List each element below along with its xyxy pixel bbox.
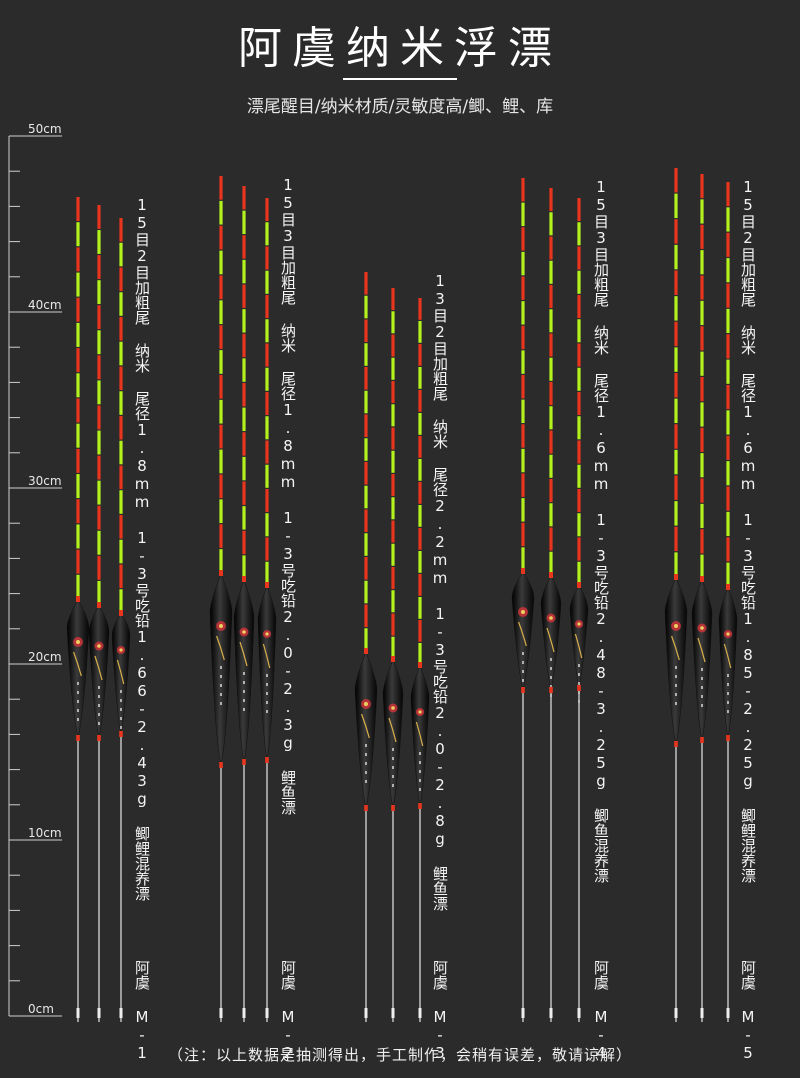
ruler-label: 0cm [28, 1002, 54, 1016]
model-label-m4: 阿虞 M-4 [592, 960, 610, 1062]
page-subtitle: 漂尾醒目/纳米材质/灵敏度高/鲫、鲤、库 [246, 97, 554, 117]
float-m3-1 [354, 272, 378, 1022]
float-m1-1 [66, 197, 90, 1022]
ruler-label: 20cm [28, 650, 62, 664]
model-label-m1: 阿虞 M-1 [133, 960, 151, 1062]
float-m3-3 [410, 298, 430, 1022]
ruler-label: 40cm [28, 298, 62, 312]
float-m4-2 [540, 188, 562, 1022]
float-m1-2 [88, 205, 110, 1022]
model-label-m5: 阿虞 M-5 [739, 960, 757, 1062]
float-m5-1 [664, 168, 688, 1022]
float-m2-2 [233, 186, 255, 1022]
model-label-m2: 阿虞 M-2 [279, 960, 297, 1062]
page-title: 阿虞纳米浮漂 [238, 23, 562, 74]
float-m2-1 [209, 176, 233, 1022]
float-m1-3 [111, 218, 131, 1022]
spec-label-m1: 15目2目加粗尾 纳米 尾径1.8mm 1-3号吃铅1.66-2.43g 鲫鲤混… [133, 196, 151, 901]
float-m3-2 [382, 288, 404, 1022]
float-m4-1 [511, 178, 535, 1022]
float-m5-3 [718, 182, 738, 1022]
float-m2-3 [257, 198, 277, 1022]
title-underline [343, 78, 457, 80]
ruler-label: 50cm [28, 122, 62, 136]
spec-label-m2: 15目3目加粗尾 纳米 尾径1.8mm 1-3号吃铅2.0-2.3g 鲤鱼漂 [279, 176, 297, 815]
ruler-label: 10cm [28, 826, 62, 840]
ruler-label: 30cm [28, 474, 62, 488]
footer-note: （注：以上数据是抽测得出，手工制作，会稍有误差，敬请谅解） [167, 1046, 632, 1064]
spec-label-m3: 13目2目加粗尾 纳米 尾径2.2mm 1-3号吃铅2.0-2.8g 鲤鱼漂 [431, 272, 449, 911]
float-m5-2 [691, 174, 713, 1022]
spec-label-m5: 15目2目加粗尾 纳米 尾径1.6mm 1-3号吃铅1.85-2.25g 鲫鲤混… [739, 178, 757, 883]
spec-label-m4: 15目3目加粗尾 纳米 尾径1.6mm 1-3号吃铅2.48-3.25g 鲫鱼混… [592, 178, 610, 883]
float-m4-3 [569, 198, 589, 1022]
model-label-m3: 阿虞 M-3 [431, 960, 449, 1062]
